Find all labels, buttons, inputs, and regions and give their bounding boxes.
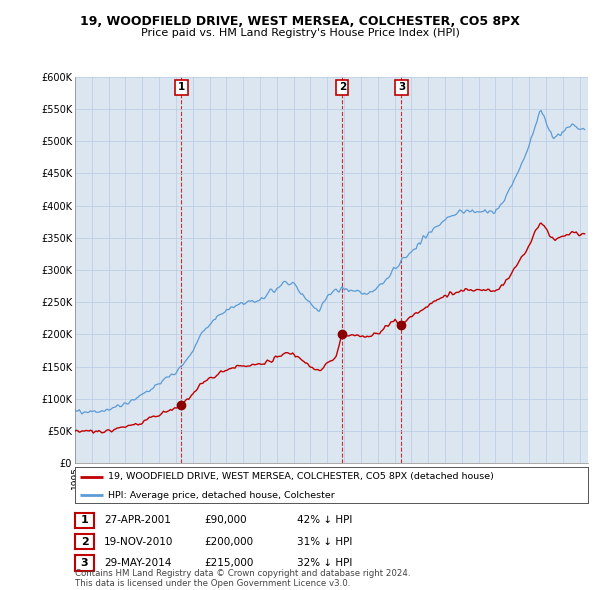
Text: Price paid vs. HM Land Registry's House Price Index (HPI): Price paid vs. HM Land Registry's House … — [140, 28, 460, 38]
Text: 2: 2 — [81, 537, 88, 546]
Text: 3: 3 — [81, 558, 88, 568]
Text: 3: 3 — [398, 83, 405, 93]
Text: £200,000: £200,000 — [204, 537, 253, 546]
Text: 1: 1 — [178, 83, 185, 93]
Text: 42% ↓ HPI: 42% ↓ HPI — [297, 516, 352, 525]
Text: 31% ↓ HPI: 31% ↓ HPI — [297, 537, 352, 546]
Text: Contains HM Land Registry data © Crown copyright and database right 2024.: Contains HM Land Registry data © Crown c… — [75, 569, 410, 578]
Text: 32% ↓ HPI: 32% ↓ HPI — [297, 558, 352, 568]
Text: 2: 2 — [338, 83, 346, 93]
Text: £215,000: £215,000 — [204, 558, 253, 568]
Text: £90,000: £90,000 — [204, 516, 247, 525]
Text: 29-MAY-2014: 29-MAY-2014 — [104, 558, 171, 568]
Text: This data is licensed under the Open Government Licence v3.0.: This data is licensed under the Open Gov… — [75, 579, 350, 588]
Text: HPI: Average price, detached house, Colchester: HPI: Average price, detached house, Colc… — [109, 491, 335, 500]
Text: 19, WOODFIELD DRIVE, WEST MERSEA, COLCHESTER, CO5 8PX (detached house): 19, WOODFIELD DRIVE, WEST MERSEA, COLCHE… — [109, 473, 494, 481]
Text: 1: 1 — [81, 516, 88, 525]
Text: 19-NOV-2010: 19-NOV-2010 — [104, 537, 173, 546]
Text: 27-APR-2001: 27-APR-2001 — [104, 516, 170, 525]
Text: 19, WOODFIELD DRIVE, WEST MERSEA, COLCHESTER, CO5 8PX: 19, WOODFIELD DRIVE, WEST MERSEA, COLCHE… — [80, 15, 520, 28]
